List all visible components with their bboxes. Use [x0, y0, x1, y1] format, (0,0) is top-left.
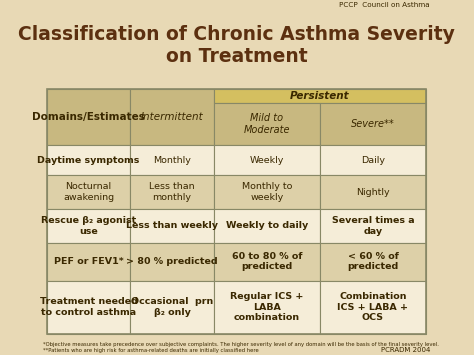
- Text: Less than weekly: Less than weekly: [126, 222, 218, 230]
- Text: Treatment needed
to control asthma: Treatment needed to control asthma: [40, 297, 137, 317]
- Bar: [214, 103, 320, 145]
- Text: Less than
monthly: Less than monthly: [149, 182, 195, 202]
- Text: Persistent: Persistent: [290, 91, 350, 101]
- Text: Monthly: Monthly: [153, 156, 191, 165]
- Text: Weekly to daily: Weekly to daily: [226, 222, 308, 230]
- Bar: [47, 209, 130, 243]
- Text: > 80 % predicted: > 80 % predicted: [126, 257, 218, 266]
- Bar: [130, 145, 214, 175]
- Text: Regular ICS +
LABA
combination: Regular ICS + LABA combination: [230, 292, 303, 322]
- Text: Daily: Daily: [361, 156, 385, 165]
- Bar: [214, 175, 320, 209]
- Text: Classification of Chronic Asthma Severity
on Treatment: Classification of Chronic Asthma Severit…: [18, 25, 455, 66]
- Bar: [47, 89, 426, 334]
- Text: Mild to
Moderate: Mild to Moderate: [244, 113, 290, 135]
- Text: Domains/Estimates: Domains/Estimates: [32, 112, 145, 122]
- Text: *Objective measures take precedence over subjective complaints. The higher sever: *Objective measures take precedence over…: [43, 343, 439, 353]
- Bar: [320, 145, 426, 175]
- Bar: [214, 209, 320, 243]
- Bar: [130, 175, 214, 209]
- Text: Combination
ICS + LABA +
OCS: Combination ICS + LABA + OCS: [337, 292, 409, 322]
- Text: < 60 % of
predicted: < 60 % of predicted: [347, 252, 399, 272]
- Text: Rescue β₂ agonist
use: Rescue β₂ agonist use: [41, 216, 136, 236]
- Bar: [214, 145, 320, 175]
- Bar: [320, 209, 426, 243]
- Bar: [320, 175, 426, 209]
- Text: Several times a
day: Several times a day: [332, 216, 414, 236]
- Text: Nightly: Nightly: [356, 188, 390, 197]
- Bar: [214, 89, 426, 103]
- Text: Intermittent: Intermittent: [141, 112, 203, 122]
- Bar: [214, 280, 320, 334]
- Bar: [320, 243, 426, 280]
- Bar: [130, 209, 214, 243]
- Text: Monthly to
weekly: Monthly to weekly: [242, 182, 292, 202]
- Bar: [320, 103, 426, 145]
- Text: Nocturnal
awakening: Nocturnal awakening: [63, 182, 114, 202]
- Bar: [47, 175, 130, 209]
- Bar: [320, 280, 426, 334]
- Text: PCCP  Council on Asthma: PCCP Council on Asthma: [339, 2, 430, 8]
- Bar: [47, 89, 130, 145]
- Text: Occasional  prn
β₂ only: Occasional prn β₂ only: [131, 297, 213, 317]
- Text: Daytime symptoms: Daytime symptoms: [37, 156, 140, 165]
- Bar: [214, 243, 320, 280]
- Bar: [47, 280, 130, 334]
- Bar: [47, 145, 130, 175]
- Text: 60 to 80 % of
predicted: 60 to 80 % of predicted: [231, 252, 302, 272]
- Bar: [47, 243, 130, 280]
- Bar: [130, 280, 214, 334]
- Text: PCRADM 2004: PCRADM 2004: [381, 347, 430, 353]
- Text: Severe**: Severe**: [351, 119, 395, 129]
- Text: Weekly: Weekly: [250, 156, 284, 165]
- Text: PEF or FEV1*: PEF or FEV1*: [54, 257, 123, 266]
- Bar: [130, 89, 214, 145]
- Bar: [130, 243, 214, 280]
